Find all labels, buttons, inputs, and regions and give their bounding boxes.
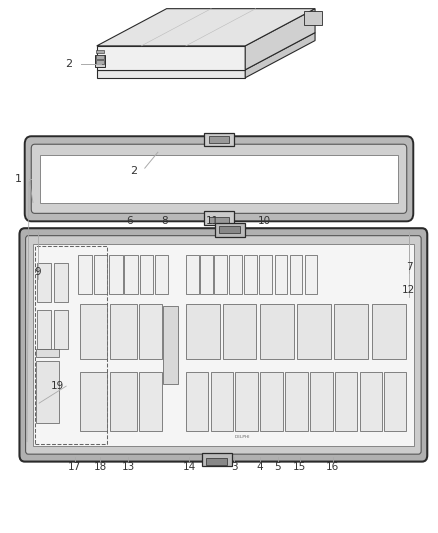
FancyBboxPatch shape (37, 310, 51, 349)
FancyBboxPatch shape (334, 304, 368, 359)
FancyBboxPatch shape (244, 255, 257, 294)
Text: 18: 18 (94, 463, 107, 472)
FancyBboxPatch shape (25, 236, 421, 454)
FancyBboxPatch shape (54, 263, 68, 302)
Polygon shape (97, 46, 245, 70)
FancyBboxPatch shape (95, 55, 106, 67)
FancyBboxPatch shape (25, 136, 413, 221)
Text: 19: 19 (51, 381, 64, 391)
FancyBboxPatch shape (275, 255, 287, 294)
FancyBboxPatch shape (54, 310, 68, 349)
FancyBboxPatch shape (80, 304, 107, 359)
Text: 1: 1 (14, 174, 21, 184)
Text: 7: 7 (406, 262, 412, 271)
Text: 2: 2 (65, 60, 72, 69)
FancyBboxPatch shape (40, 155, 398, 203)
Polygon shape (245, 33, 315, 78)
FancyBboxPatch shape (260, 372, 283, 431)
FancyBboxPatch shape (32, 244, 414, 446)
Text: 12: 12 (402, 286, 416, 295)
FancyBboxPatch shape (206, 458, 227, 465)
Text: 5: 5 (275, 463, 281, 472)
FancyBboxPatch shape (201, 453, 232, 466)
FancyBboxPatch shape (259, 255, 272, 294)
Text: 11: 11 (206, 216, 219, 227)
FancyBboxPatch shape (110, 304, 137, 359)
FancyBboxPatch shape (36, 349, 59, 357)
FancyBboxPatch shape (139, 372, 162, 431)
Text: 15: 15 (293, 463, 307, 472)
FancyBboxPatch shape (215, 223, 245, 237)
FancyBboxPatch shape (219, 225, 240, 233)
FancyBboxPatch shape (285, 372, 307, 431)
Text: DELPHI: DELPHI (234, 434, 250, 439)
FancyBboxPatch shape (260, 304, 294, 359)
FancyBboxPatch shape (140, 255, 153, 294)
Text: 6: 6 (126, 216, 133, 227)
Text: 9: 9 (35, 267, 41, 277)
FancyBboxPatch shape (155, 255, 169, 294)
FancyBboxPatch shape (186, 372, 208, 431)
Text: 13: 13 (122, 463, 135, 472)
FancyBboxPatch shape (372, 304, 406, 359)
Text: 17: 17 (68, 463, 81, 472)
FancyBboxPatch shape (214, 255, 227, 294)
FancyBboxPatch shape (230, 255, 242, 294)
Text: 2: 2 (130, 166, 138, 176)
FancyBboxPatch shape (211, 372, 233, 431)
FancyBboxPatch shape (186, 255, 198, 294)
FancyBboxPatch shape (204, 211, 234, 224)
Polygon shape (97, 9, 315, 46)
FancyBboxPatch shape (37, 263, 51, 302)
Text: 8: 8 (161, 216, 168, 227)
FancyBboxPatch shape (204, 133, 234, 147)
Polygon shape (245, 9, 315, 70)
Polygon shape (97, 70, 245, 78)
FancyBboxPatch shape (31, 144, 407, 213)
Text: 3: 3 (231, 463, 237, 472)
FancyBboxPatch shape (80, 372, 107, 431)
FancyBboxPatch shape (310, 372, 332, 431)
FancyBboxPatch shape (96, 50, 104, 53)
FancyBboxPatch shape (96, 55, 104, 59)
Text: 10: 10 (258, 216, 272, 227)
FancyBboxPatch shape (124, 255, 138, 294)
FancyBboxPatch shape (186, 304, 219, 359)
Text: 14: 14 (183, 463, 196, 472)
FancyBboxPatch shape (305, 255, 318, 294)
Text: 4: 4 (256, 463, 263, 472)
FancyBboxPatch shape (109, 255, 123, 294)
FancyBboxPatch shape (96, 60, 104, 64)
FancyBboxPatch shape (385, 372, 406, 431)
Text: 16: 16 (326, 463, 339, 472)
FancyBboxPatch shape (290, 255, 302, 294)
FancyBboxPatch shape (200, 255, 213, 294)
FancyBboxPatch shape (360, 372, 382, 431)
FancyBboxPatch shape (223, 304, 257, 359)
FancyBboxPatch shape (297, 304, 331, 359)
FancyBboxPatch shape (139, 304, 162, 359)
FancyBboxPatch shape (335, 372, 357, 431)
FancyBboxPatch shape (78, 255, 92, 294)
FancyBboxPatch shape (94, 255, 107, 294)
FancyBboxPatch shape (209, 136, 229, 143)
FancyBboxPatch shape (36, 360, 59, 423)
FancyBboxPatch shape (163, 306, 178, 384)
FancyBboxPatch shape (209, 216, 229, 223)
FancyBboxPatch shape (110, 372, 137, 431)
FancyBboxPatch shape (235, 372, 258, 431)
FancyBboxPatch shape (19, 228, 427, 462)
FancyBboxPatch shape (304, 11, 321, 25)
